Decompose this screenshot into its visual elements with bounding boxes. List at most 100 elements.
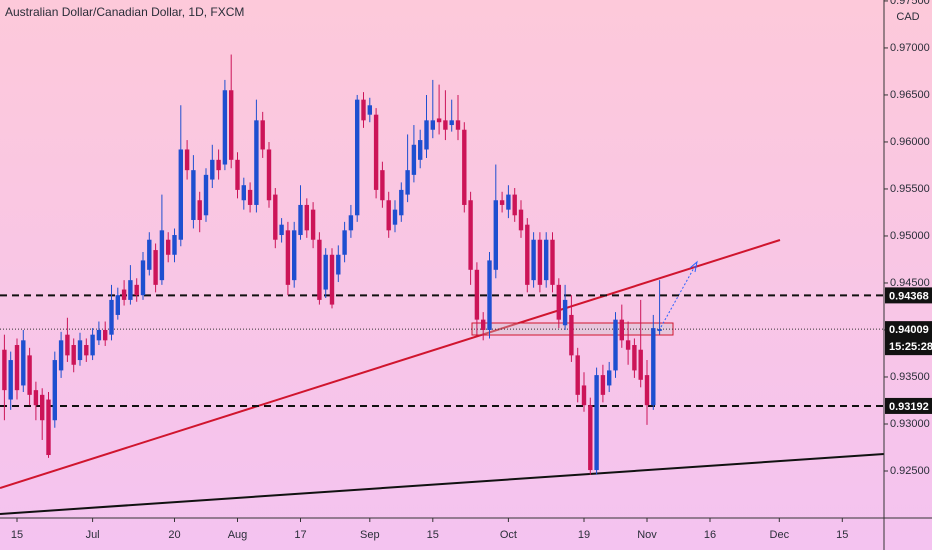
candle-body (27, 355, 32, 395)
candle-body (279, 224, 284, 236)
candle-body (216, 159, 221, 171)
candle-body (14, 345, 20, 391)
candle-body (273, 194, 278, 240)
candle-body (468, 200, 473, 270)
x-tick-label: Aug (228, 529, 248, 541)
x-tick-label: Nov (637, 529, 657, 541)
candle-body (134, 284, 139, 296)
candle-body (166, 239, 171, 255)
price-label: 0.93192 (889, 401, 929, 413)
y-tick-label: 0.94500 (890, 277, 930, 289)
candle-body (121, 289, 127, 300)
candle-body (260, 120, 265, 150)
candle-body (285, 230, 291, 285)
candle-body (235, 159, 240, 190)
candle-body (506, 194, 511, 210)
candle-body (588, 405, 593, 471)
candle-body (562, 299, 568, 326)
candle-body (336, 254, 341, 275)
candle-body (531, 239, 536, 281)
trend-line (0, 239, 781, 489)
candle-body (600, 375, 606, 395)
candle-body (575, 355, 580, 395)
y-tick-label: 0.93500 (890, 371, 930, 383)
candle-body (512, 194, 517, 216)
candle-body (613, 319, 618, 371)
x-tick-label: 16 (704, 529, 716, 541)
candle-body (58, 340, 64, 371)
candle-body (367, 105, 372, 115)
y-tick-label: 0.95000 (890, 230, 930, 242)
candle-body (607, 370, 612, 386)
candle-body (222, 90, 228, 165)
candle-body (436, 118, 442, 123)
candle-body (537, 239, 543, 285)
candle-body (493, 200, 498, 270)
candle-body (90, 334, 95, 356)
candle-body (449, 120, 454, 126)
x-tick-label: 15 (11, 529, 23, 541)
candle-body (77, 340, 83, 361)
y-tick-label: 0.96000 (890, 136, 930, 148)
candle-body (544, 239, 549, 281)
candle-body (304, 204, 309, 231)
candle-body (625, 340, 631, 350)
candle-body (172, 235, 177, 255)
y-tick-label: 0.92500 (890, 465, 930, 477)
countdown: 15:25:28 (889, 341, 932, 353)
y-tick-label: 0.93000 (890, 418, 930, 430)
candle-body (71, 345, 76, 365)
trend-line (0, 453, 884, 515)
arrow-head (689, 260, 698, 273)
candle-body (254, 120, 259, 205)
candle-body (355, 99, 360, 216)
price-label-box (885, 397, 932, 414)
candle-body (399, 189, 404, 216)
candle-body (115, 295, 120, 315)
candle-body (499, 200, 505, 205)
candle-body (487, 260, 492, 330)
candle-body (109, 299, 114, 335)
candle-body (424, 120, 429, 150)
y-tick-label: 0.96500 (890, 89, 930, 101)
x-tick-label: Sep (360, 529, 380, 541)
candle-body (128, 280, 133, 300)
candle-body (317, 239, 322, 300)
candle-body (632, 345, 637, 371)
price-label-box (885, 287, 932, 304)
candle-body (323, 254, 328, 290)
candle-body (2, 349, 7, 391)
x-tick-label: 15 (836, 529, 848, 541)
x-tick-label: 19 (578, 529, 590, 541)
candle-body (153, 250, 158, 285)
candle-body (348, 215, 354, 231)
candle-body (411, 144, 417, 175)
candle-body (418, 140, 423, 160)
candle-body (8, 360, 13, 400)
candle-body (310, 209, 316, 240)
candle-body (386, 200, 391, 231)
price-label: 0.94368 (889, 290, 929, 302)
candle-body (21, 340, 26, 386)
candle-body (197, 200, 202, 220)
last-price-box (885, 321, 932, 356)
candle-body (550, 239, 555, 285)
candle-body (481, 319, 486, 330)
candle-body (46, 399, 51, 456)
x-tick-label: 20 (168, 529, 180, 541)
candle-body (147, 239, 152, 270)
candle-body (392, 209, 398, 225)
candle-body (241, 185, 246, 201)
candle-body (569, 314, 574, 356)
candle-body (405, 170, 410, 195)
candle-body (178, 149, 183, 240)
candle-body (184, 149, 190, 171)
candle-body (644, 375, 650, 406)
candle-body (619, 319, 624, 341)
candle-body (266, 149, 272, 201)
plot-area (0, 54, 884, 515)
candle-body (443, 120, 448, 130)
candle-body (191, 170, 196, 220)
